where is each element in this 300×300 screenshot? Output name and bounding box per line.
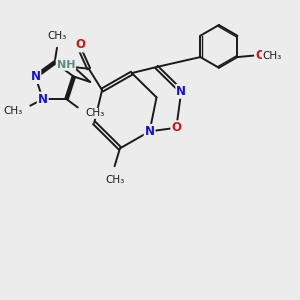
- Text: O: O: [75, 38, 85, 52]
- Text: N: N: [145, 125, 154, 138]
- Text: N: N: [38, 93, 48, 106]
- Text: NH: NH: [57, 60, 75, 70]
- Text: O: O: [255, 49, 265, 62]
- Text: CH₃: CH₃: [85, 108, 104, 118]
- Text: CH₃: CH₃: [105, 175, 124, 184]
- Text: CH₃: CH₃: [4, 106, 23, 116]
- Text: CH₃: CH₃: [262, 51, 282, 61]
- Text: CH₃: CH₃: [47, 31, 67, 41]
- Text: O: O: [171, 121, 181, 134]
- Text: N: N: [30, 70, 40, 83]
- Text: N: N: [176, 85, 186, 98]
